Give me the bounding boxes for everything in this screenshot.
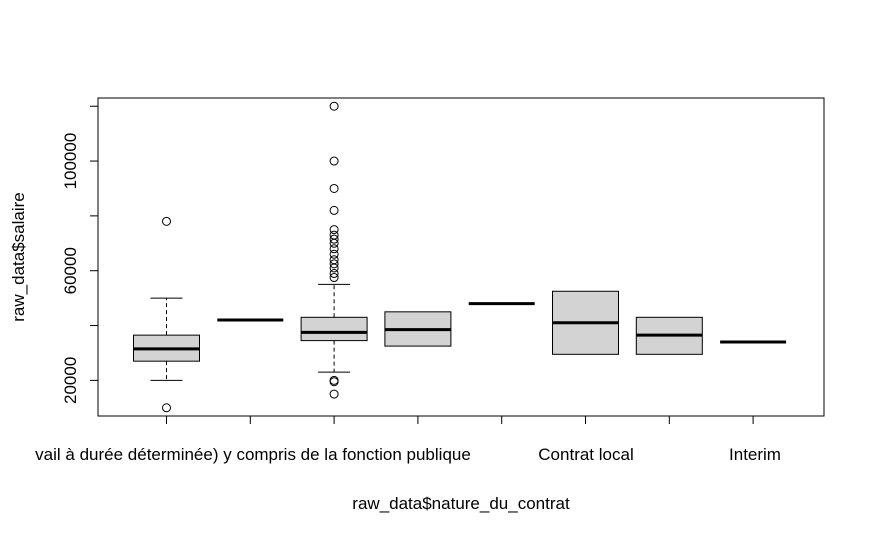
box-group xyxy=(300,101,368,399)
outlier-point xyxy=(162,403,171,413)
outlier-point xyxy=(329,230,339,240)
outlier-point xyxy=(329,183,339,193)
outlier-point xyxy=(329,101,339,111)
y-axis-label: raw_data$salaire xyxy=(9,192,28,321)
box-group xyxy=(133,216,200,413)
box-group xyxy=(384,311,452,347)
outlier-point xyxy=(329,244,339,254)
plot-frame xyxy=(97,97,825,417)
box-group xyxy=(552,290,619,355)
outlier-point xyxy=(329,273,339,283)
outlier-point xyxy=(329,225,339,235)
outlier-point xyxy=(329,156,339,166)
outlier-point xyxy=(329,249,339,259)
x-axis-label: raw_data$nature_du_contrat xyxy=(352,494,570,513)
outlier-point xyxy=(329,259,339,269)
outlier-point xyxy=(329,389,339,399)
outlier-point xyxy=(329,375,339,385)
x-tick-label: vail à durée déterminée) y compris de la… xyxy=(35,445,471,464)
outlier-point xyxy=(329,205,339,215)
box-iqr xyxy=(300,316,368,342)
x-tick-label: Interim xyxy=(729,445,781,464)
boxplot-marks xyxy=(133,101,787,413)
y-axis: 20000 60000 100000 xyxy=(61,105,99,404)
outlier-point xyxy=(329,268,339,278)
box-group xyxy=(635,316,703,355)
x-axis: vail à durée déterminée) y compris de la… xyxy=(35,416,781,464)
y-tick-label: 100000 xyxy=(61,133,80,190)
x-tick-label: Contrat local xyxy=(538,445,633,464)
outlier-point xyxy=(329,234,339,244)
outlier-point xyxy=(162,216,171,226)
y-tick-label: 20000 xyxy=(61,357,80,404)
outlier-point xyxy=(329,255,339,265)
y-tick-label: 60000 xyxy=(61,247,80,294)
